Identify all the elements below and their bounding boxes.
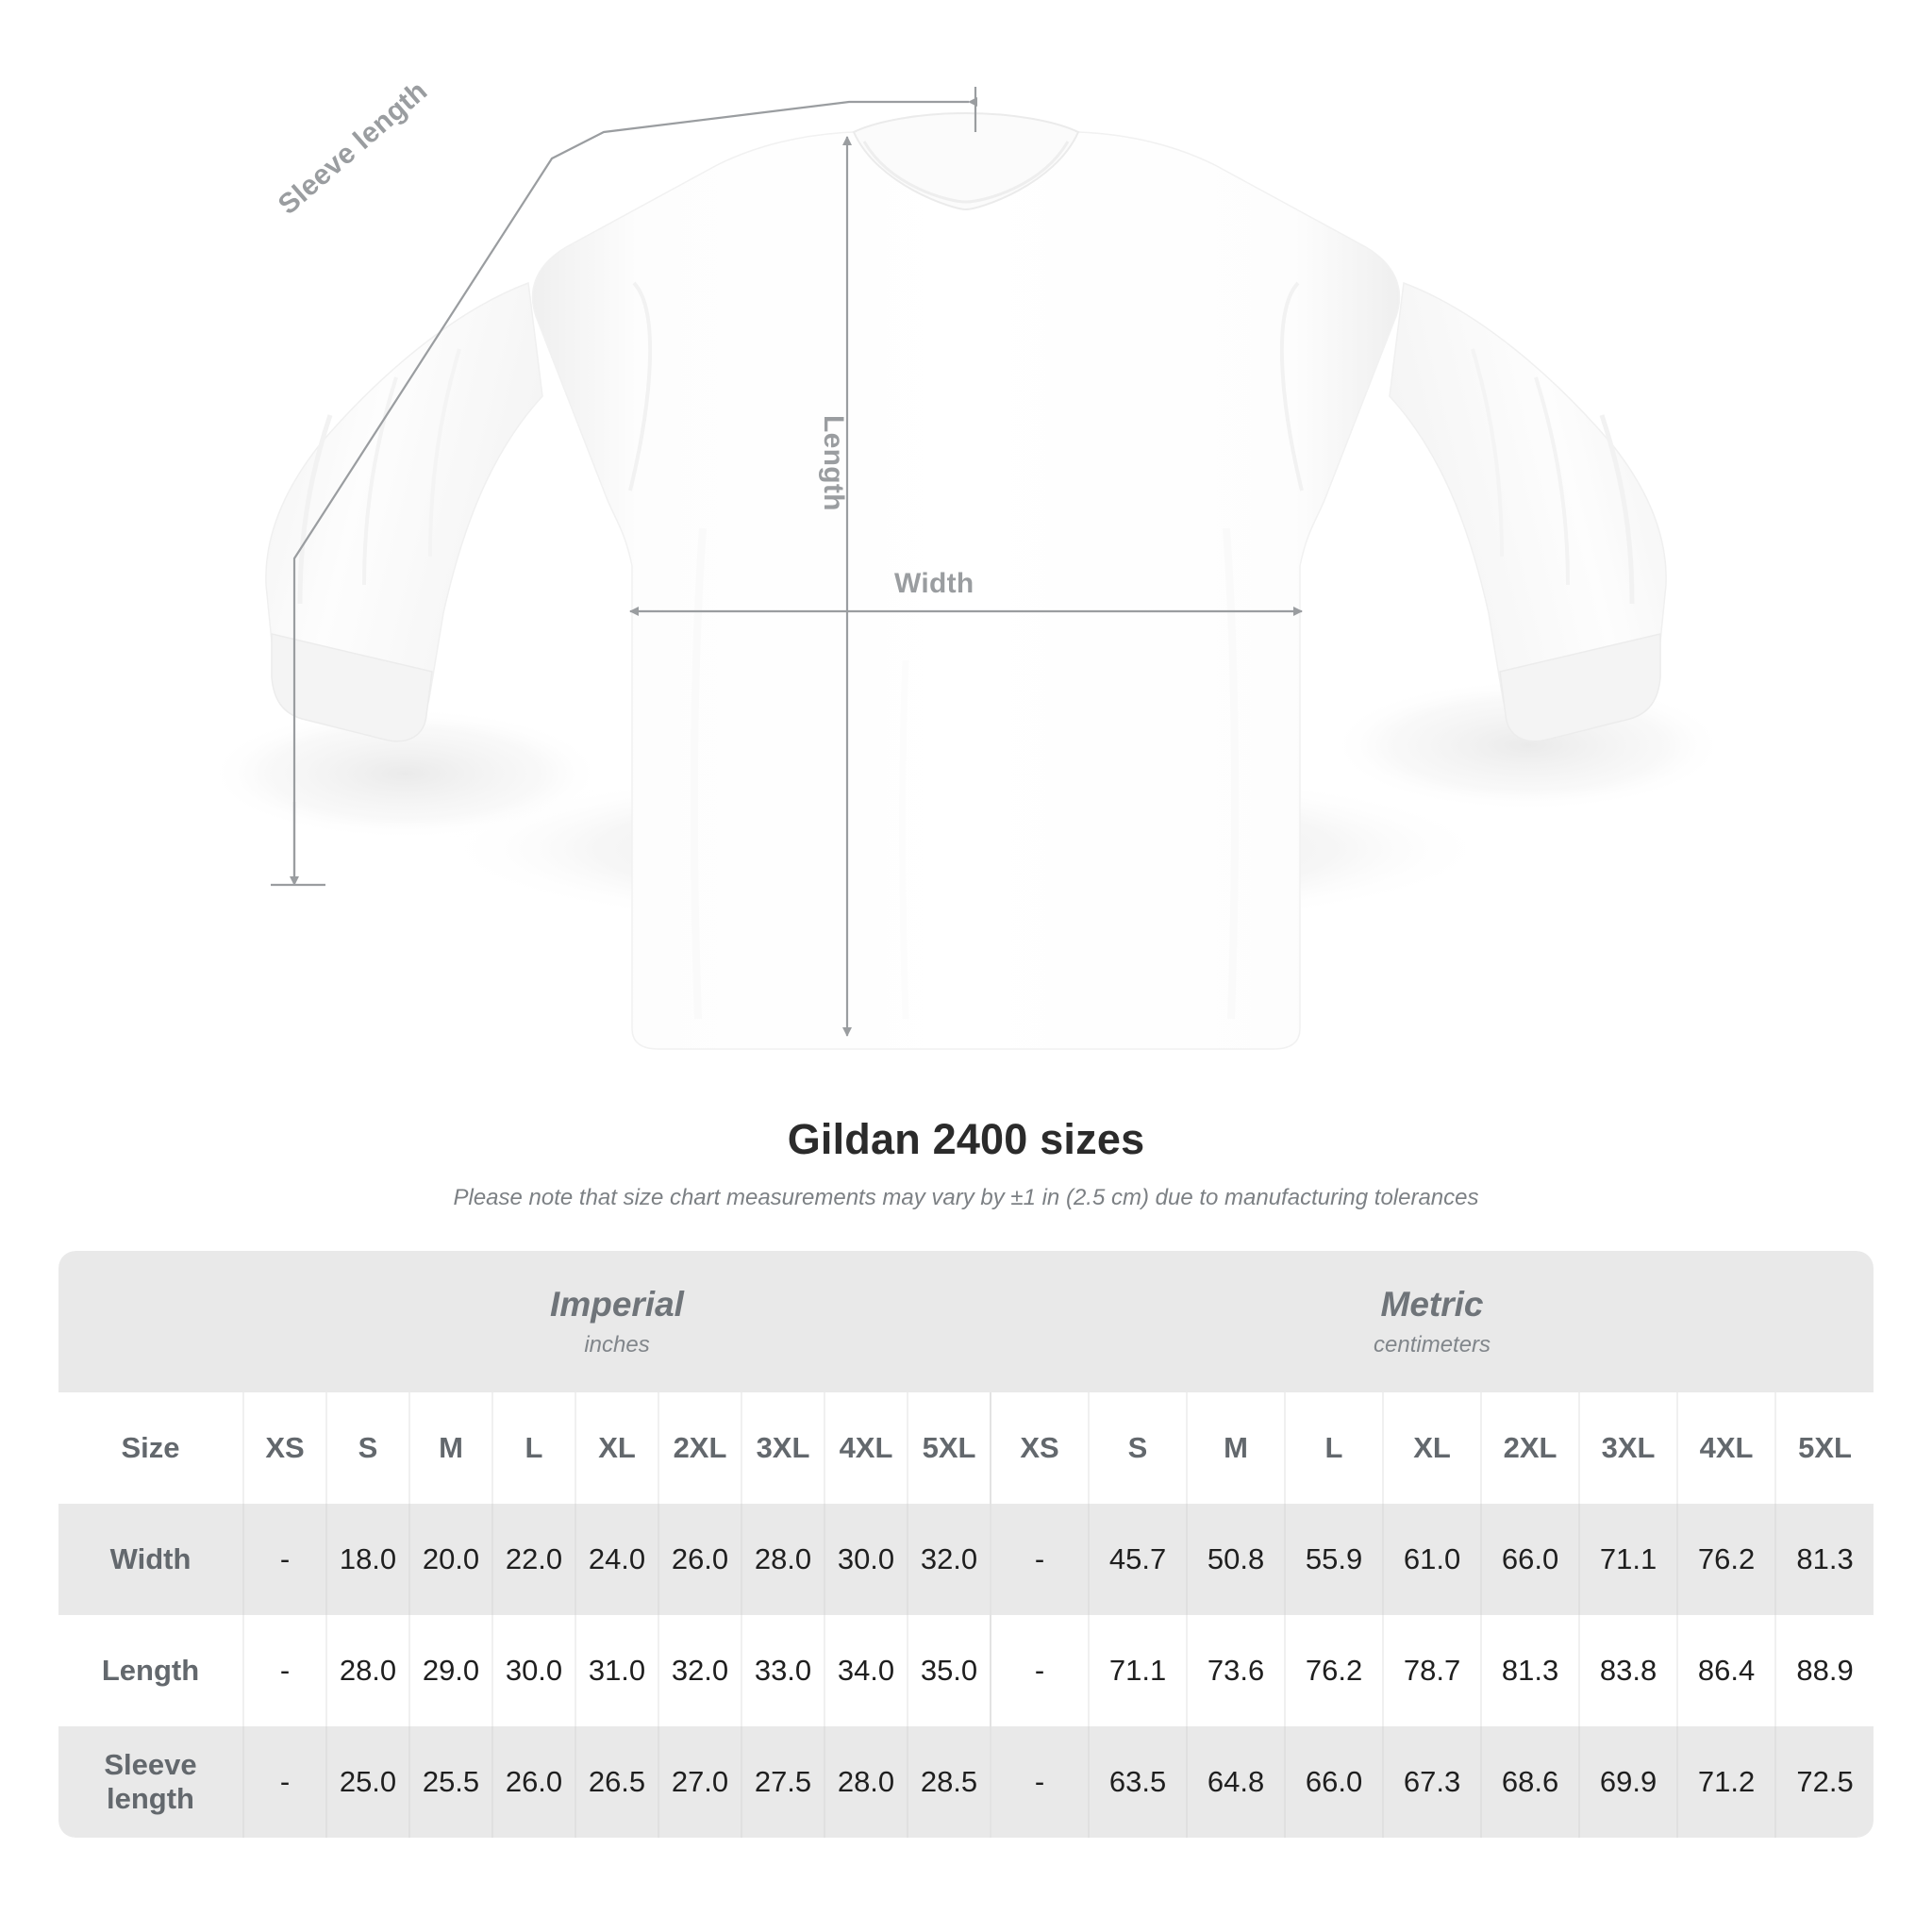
width-measurement-label: Width (894, 568, 974, 599)
cell-metric: 76.2 (1676, 1504, 1776, 1615)
page-title: Gildan 2400 sizes (787, 1115, 1145, 1163)
cell-metric: - (990, 1726, 1090, 1838)
table-row: Sleeve length -25.0 25.5 26.0 26.5 27.0 27.5 28… (58, 1726, 1874, 1838)
cell-metric: 63.5 (1088, 1726, 1188, 1838)
tshirt-diagram-svg (208, 87, 1726, 1050)
size-header-metric-3xl: 3XL (1578, 1392, 1678, 1504)
cell-imperial: 26.0 (658, 1504, 741, 1615)
cell-metric: 83.8 (1578, 1615, 1678, 1726)
cell-metric: 76.2 (1284, 1615, 1384, 1726)
unit-group-header-row: Imperial inches Metric centimeters (58, 1251, 1874, 1392)
cell-metric: 66.0 (1480, 1504, 1580, 1615)
cell-metric: 68.6 (1480, 1726, 1580, 1838)
size-header-metric-xl: XL (1382, 1392, 1482, 1504)
size-header-row: Size XS S M L XL 2XL 3XL 4XL 5XL XS S M L XL 2XL 3XL 4XL 5… (58, 1392, 1874, 1504)
size-header-metric-l: L (1284, 1392, 1384, 1504)
unit-group-metric: Metric centimeters (991, 1251, 1874, 1392)
cell-metric: - (990, 1504, 1090, 1615)
size-header-metric-m: M (1186, 1392, 1286, 1504)
cell-imperial: 29.0 (408, 1615, 492, 1726)
cell-imperial: - (242, 1615, 326, 1726)
cell-imperial: 30.0 (824, 1504, 908, 1615)
size-header-metric-5xl: 5XL (1774, 1392, 1874, 1504)
unit-group-imperial: Imperial inches (243, 1251, 991, 1392)
size-header-metric-2xl: 2XL (1480, 1392, 1580, 1504)
cell-imperial: - (242, 1504, 326, 1615)
unit-group-name: Metric (1380, 1284, 1484, 1324)
size-header-metric-s: S (1088, 1392, 1188, 1504)
cell-imperial: 24.0 (575, 1504, 658, 1615)
cell-imperial: 30.0 (491, 1615, 575, 1726)
cell-metric: 72.5 (1774, 1726, 1874, 1838)
row-label-length: Length (58, 1615, 243, 1726)
cell-imperial: 22.0 (491, 1504, 575, 1615)
cell-imperial: 31.0 (575, 1615, 658, 1726)
cell-metric: 86.4 (1676, 1615, 1776, 1726)
cell-metric: 66.0 (1284, 1726, 1384, 1838)
cell-metric: 55.9 (1284, 1504, 1384, 1615)
garment-illustration: Sleeve length Length Width (208, 75, 1726, 1050)
size-table-container: Imperial inches Metric centimeters Size XS S M L… (58, 1251, 1874, 1838)
size-chart-table: Imperial inches Metric centimeters Size XS S M L… (58, 1251, 1874, 1838)
cell-imperial: 26.5 (575, 1726, 658, 1838)
length-measurement-label: Length (818, 415, 849, 511)
cell-imperial: 34.0 (824, 1615, 908, 1726)
cell-metric: 88.9 (1774, 1615, 1874, 1726)
cell-imperial: 35.0 (906, 1615, 991, 1726)
cell-metric: 73.6 (1186, 1615, 1286, 1726)
size-header-imperial-m: M (408, 1392, 492, 1504)
cell-imperial: 28.0 (741, 1504, 824, 1615)
cell-imperial: 20.0 (408, 1504, 492, 1615)
size-header-imperial-s: S (325, 1392, 409, 1504)
cell-metric: 67.3 (1382, 1726, 1482, 1838)
cell-metric: 69.9 (1578, 1726, 1678, 1838)
cell-metric: 81.3 (1774, 1504, 1874, 1615)
cell-imperial: 25.0 (325, 1726, 409, 1838)
cell-metric: - (990, 1615, 1090, 1726)
unit-band-corner (58, 1251, 243, 1392)
table-row: Length -28.0 29.0 30.0 31.0 32.0 33.0 34.0 35.0-… (58, 1615, 1874, 1726)
cell-metric: 71.1 (1088, 1615, 1188, 1726)
cell-metric: 71.2 (1676, 1726, 1776, 1838)
cell-imperial: 26.0 (491, 1726, 575, 1838)
size-corner-label: Size (58, 1392, 243, 1504)
cell-imperial: 25.5 (408, 1726, 492, 1838)
unit-group-subtitle: centimeters (1374, 1332, 1491, 1358)
size-header-imperial-xs: XS (242, 1392, 326, 1504)
unit-group-name: Imperial (550, 1284, 684, 1324)
cell-imperial: 28.5 (906, 1726, 991, 1838)
cell-imperial: 32.0 (658, 1615, 741, 1726)
cell-metric: 81.3 (1480, 1615, 1580, 1726)
cell-imperial: 27.0 (658, 1726, 741, 1838)
cell-metric: 50.8 (1186, 1504, 1286, 1615)
cell-imperial: 32.0 (906, 1504, 991, 1615)
row-label-sleeve-length: Sleeve length (58, 1726, 243, 1838)
size-header-imperial-3xl: 3XL (741, 1392, 824, 1504)
size-header-imperial-5xl: 5XL (906, 1392, 991, 1504)
cell-imperial: - (242, 1726, 326, 1838)
chart-heading: Gildan 2400 sizes Please note that size … (0, 1115, 1932, 1211)
cell-imperial: 33.0 (741, 1615, 824, 1726)
cell-imperial: 28.0 (325, 1615, 409, 1726)
cell-metric: 64.8 (1186, 1726, 1286, 1838)
row-label-width: Width (58, 1504, 243, 1615)
cell-metric: 71.1 (1578, 1504, 1678, 1615)
table-row: Width -18.0 20.0 22.0 24.0 26.0 28.0 30.0 32.0-4… (58, 1504, 1874, 1615)
size-header-metric-4xl: 4XL (1676, 1392, 1776, 1504)
size-header-imperial-4xl: 4XL (824, 1392, 908, 1504)
cell-metric: 78.7 (1382, 1615, 1482, 1726)
size-header-imperial-l: L (491, 1392, 575, 1504)
size-header-metric-xs: XS (990, 1392, 1090, 1504)
size-header-imperial-xl: XL (575, 1392, 658, 1504)
cell-metric: 61.0 (1382, 1504, 1482, 1615)
cell-imperial: 18.0 (325, 1504, 409, 1615)
cell-metric: 45.7 (1088, 1504, 1188, 1615)
unit-group-subtitle: inches (584, 1332, 650, 1358)
size-header-imperial-2xl: 2XL (658, 1392, 741, 1504)
cell-imperial: 27.5 (741, 1726, 824, 1838)
cell-imperial: 28.0 (824, 1726, 908, 1838)
tolerance-note: Please note that size chart measurements… (453, 1185, 1479, 1210)
